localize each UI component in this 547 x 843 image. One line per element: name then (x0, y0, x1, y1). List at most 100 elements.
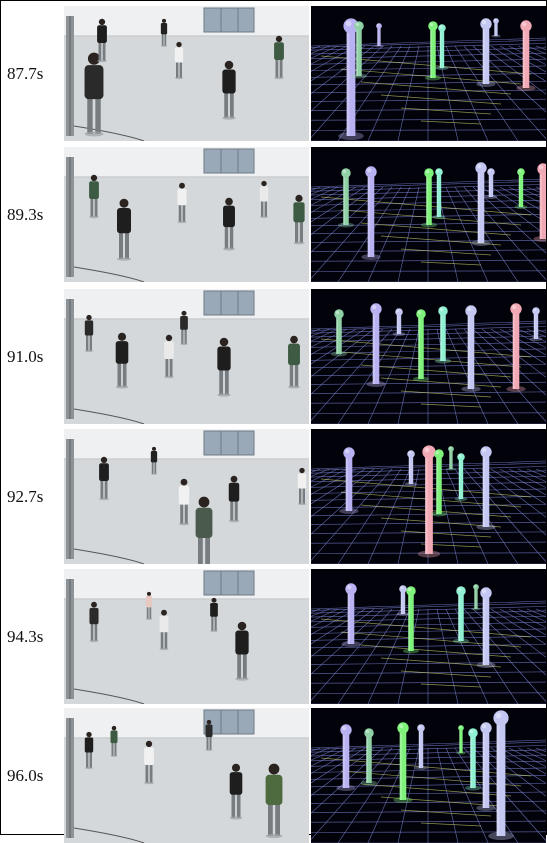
person (110, 725, 118, 757)
floor-grid (311, 739, 546, 843)
person (297, 467, 307, 506)
pillar-marker (476, 446, 496, 530)
person (205, 719, 213, 751)
frame-time-label: 87.7s (7, 63, 44, 83)
person (274, 35, 284, 80)
person (195, 496, 213, 564)
person (228, 475, 240, 523)
pillar-marker (431, 449, 447, 517)
person (178, 478, 190, 526)
tracking-render (311, 429, 546, 564)
person (177, 182, 187, 224)
pillar-marker (491, 18, 501, 38)
camera-photo (64, 708, 309, 843)
frame-time-label: 94.3s (7, 626, 44, 646)
camera-photo (64, 6, 309, 141)
camera-photo (64, 147, 309, 282)
pillar-marker (453, 586, 469, 644)
pillar-marker (374, 23, 384, 48)
pillar-marker (413, 309, 429, 382)
person (115, 332, 129, 389)
person (145, 591, 153, 620)
person (84, 52, 104, 137)
frame-row: 87.7s (1, 6, 546, 141)
frame-time-label: 92.7s (7, 486, 44, 506)
pillar-marker (366, 303, 386, 387)
person (159, 609, 169, 651)
person (99, 456, 109, 501)
camera-photo (64, 569, 309, 704)
person (160, 18, 168, 47)
pillar-marker (336, 724, 356, 791)
pillar-marker (414, 724, 428, 770)
person (229, 763, 243, 820)
pillar-marker (417, 445, 441, 558)
pillar-marker (446, 446, 456, 471)
camera-photo (64, 289, 309, 424)
person (223, 197, 235, 251)
pillar-marker (338, 168, 354, 228)
pillar-marker (331, 309, 347, 357)
pillar-marker (454, 453, 468, 501)
pillar-marker (516, 20, 536, 91)
person (222, 60, 236, 120)
person (89, 174, 99, 219)
pillar-marker (476, 722, 496, 811)
person (164, 334, 174, 379)
person (210, 597, 218, 632)
frame-row: 96.0s (1, 708, 546, 843)
pillar-marker (471, 584, 481, 611)
tracking-render (311, 289, 546, 424)
pillar-marker (339, 447, 359, 514)
person (84, 731, 94, 770)
frame-time-label: 91.0s (7, 346, 44, 366)
person (117, 198, 131, 261)
pillar-marker (465, 728, 481, 791)
pillar-marker (476, 18, 496, 87)
pillar-marker (514, 168, 528, 209)
pillar-marker (533, 163, 546, 242)
pillar-marker (351, 21, 367, 79)
pillar-marker (456, 725, 466, 755)
frame-row: 94.3s (1, 569, 546, 704)
person (288, 335, 300, 389)
pillar-marker (361, 166, 381, 260)
tracking-render (311, 569, 546, 704)
person (180, 310, 188, 345)
person (150, 446, 158, 475)
person (293, 194, 305, 245)
person (235, 621, 249, 681)
pillar-marker (341, 583, 361, 647)
pillar-marker (396, 585, 410, 616)
pillar-marker (529, 307, 543, 341)
pillar-marker (432, 168, 446, 219)
pillar-marker (471, 162, 491, 246)
pillar-marker (484, 168, 498, 199)
person (97, 18, 107, 63)
person (89, 601, 99, 643)
pillar-marker (425, 21, 441, 81)
person (84, 314, 94, 353)
person (217, 337, 231, 397)
tracking-render (311, 147, 546, 282)
person (174, 41, 184, 80)
frame-time-label: 89.3s (7, 204, 44, 224)
pillar-marker (476, 587, 496, 668)
tracking-render (311, 708, 546, 843)
pillar-marker (506, 303, 526, 392)
tracking-render (311, 6, 546, 141)
pillar-marker (403, 586, 419, 654)
frame-row: 89.3s (1, 147, 546, 282)
person (259, 180, 269, 219)
pillar-marker (435, 306, 451, 364)
pillar-marker (393, 722, 413, 803)
pillar-marker (435, 24, 449, 70)
pillar-marker (392, 308, 406, 336)
pillar-marker (421, 168, 437, 228)
pillar-marker (404, 450, 418, 486)
pillar-marker (338, 18, 364, 140)
camera-photo (64, 429, 309, 564)
frame-time-label: 96.0s (7, 765, 44, 785)
frame-row: 92.7s (1, 429, 546, 564)
